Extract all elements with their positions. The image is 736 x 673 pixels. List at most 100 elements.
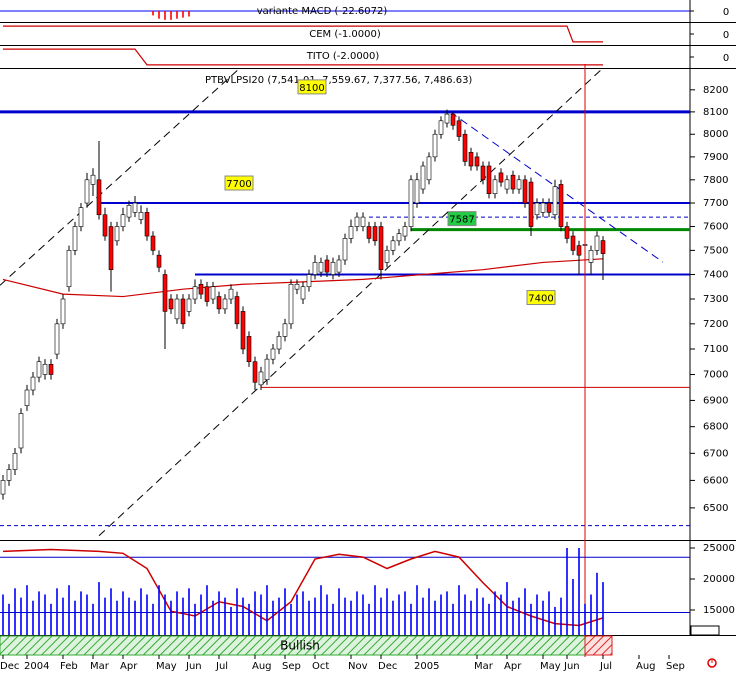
level-label-box (526, 290, 556, 306)
candle-body (348, 226, 354, 239)
bar (32, 600, 34, 635)
y-tick-label: 7900 (703, 152, 728, 163)
bar (380, 597, 382, 635)
x-tick-label: Mar (474, 661, 494, 672)
x-tick-label: May (156, 661, 177, 672)
candle-body (30, 376, 36, 391)
candle-body (186, 298, 192, 312)
moving-average (2, 258, 604, 298)
bar (98, 582, 100, 635)
level-label: 7587 (449, 215, 474, 226)
candle-body (444, 113, 450, 124)
bar (170, 600, 172, 635)
candle-body (66, 250, 72, 288)
candle-body (474, 156, 480, 167)
bar (368, 603, 370, 635)
bar (344, 597, 346, 635)
level-label-box (297, 79, 327, 95)
x-tick-label: Aug (636, 661, 656, 672)
oscillator-line (2, 548, 604, 627)
candle-body (366, 226, 372, 239)
bar (122, 591, 124, 635)
candle-body (384, 250, 390, 263)
bar (140, 588, 142, 635)
candle-body (60, 298, 66, 325)
bar (464, 594, 466, 635)
candle-body (420, 165, 426, 190)
bar (428, 588, 430, 635)
candle-body (90, 174, 96, 185)
candle-body (102, 214, 108, 237)
candle-body (252, 361, 258, 383)
y-tick-label: 0 (723, 53, 729, 64)
bar (506, 582, 508, 635)
candle-body (522, 179, 528, 204)
y-tick-label: 7700 (703, 198, 728, 209)
y-tick-label: 8200 (703, 85, 728, 96)
bar (440, 594, 442, 635)
x-tick-label: Jun (563, 661, 580, 672)
candle-body (330, 262, 336, 275)
y-tick-label: 20000 (703, 574, 735, 585)
panel-title: CEM (-1.0000) (309, 29, 381, 40)
candle-body (288, 283, 294, 325)
candle-body (600, 240, 606, 254)
bar (578, 547, 580, 635)
candle-body (156, 254, 162, 268)
candle-body (414, 179, 420, 204)
bar (320, 585, 322, 635)
candle-body (270, 348, 276, 360)
y-tick-label: 0 (723, 7, 729, 18)
level-label: 7400 (528, 294, 553, 305)
bar (92, 603, 94, 635)
bar (182, 597, 184, 635)
bar (68, 585, 70, 635)
candle-body (18, 413, 24, 449)
bar (2, 594, 4, 635)
bar (584, 603, 586, 635)
candle-body (426, 156, 432, 181)
y-tick-label: 6900 (703, 395, 728, 406)
x-tick-label: Dec (378, 661, 397, 672)
bar (110, 588, 112, 635)
level-label-box (224, 175, 254, 191)
candle-body (594, 235, 600, 251)
candle-body (228, 288, 234, 300)
candle-body (108, 226, 114, 270)
candle-body (24, 389, 30, 406)
candle-body (84, 179, 90, 204)
bar (500, 594, 502, 635)
panel-title: variante MACD (-22.6072) (257, 6, 388, 17)
y-tick-label: 7300 (703, 294, 728, 305)
candle-body (342, 238, 348, 261)
bar (176, 11, 178, 19)
bar (350, 600, 352, 635)
candle-body (180, 298, 186, 325)
bar (236, 588, 238, 635)
panel-title: TITO (-2.0000) (306, 51, 380, 62)
candle-body (132, 202, 138, 213)
bar (488, 603, 490, 635)
bar (86, 594, 88, 635)
bar (44, 594, 46, 635)
bar (266, 585, 268, 635)
candle-body (174, 298, 180, 320)
y-tick-label: 6700 (703, 448, 728, 459)
x-tick-label: Sep (282, 661, 301, 672)
bar (554, 606, 556, 635)
candle-body (198, 283, 204, 295)
bar (158, 11, 160, 19)
bar (188, 588, 190, 635)
bar (296, 594, 298, 635)
candle-body (210, 286, 216, 300)
bar (146, 594, 148, 635)
candle-body (144, 212, 150, 237)
candle-body (324, 259, 330, 273)
candle-body (546, 202, 552, 213)
indicator-line (3, 25, 603, 43)
bar (482, 597, 484, 635)
candle-body (468, 152, 474, 167)
y-tick-label: 7500 (703, 245, 728, 256)
candle-body (150, 235, 156, 251)
